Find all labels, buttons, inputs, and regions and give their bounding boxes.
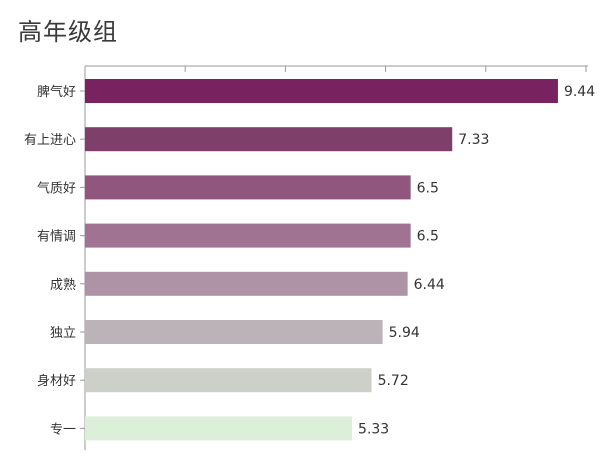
data-label: 6.5 xyxy=(417,229,439,245)
category-label: 身材好 xyxy=(37,373,76,389)
chart-title: 高年级组 xyxy=(18,18,118,46)
bar xyxy=(85,175,411,200)
bar xyxy=(85,416,353,441)
category-label: 有情调 xyxy=(37,230,76,245)
data-label: 5.33 xyxy=(358,421,389,437)
bar xyxy=(85,271,408,296)
category-label: 气质好 xyxy=(37,180,76,196)
data-label: 5.72 xyxy=(378,373,409,389)
bar xyxy=(85,320,383,344)
category-label: 有上进心 xyxy=(24,133,76,148)
bar xyxy=(85,127,453,152)
data-label: 5.94 xyxy=(389,325,420,341)
category-label: 成熟 xyxy=(50,277,76,293)
category-label: 脾气好 xyxy=(37,84,76,100)
bar xyxy=(85,79,558,103)
data-label: 6.44 xyxy=(414,277,445,293)
data-label: 6.5 xyxy=(417,180,439,196)
data-label: 9.44 xyxy=(564,84,595,100)
category-label: 独立 xyxy=(50,326,76,341)
bar xyxy=(85,223,411,248)
bar xyxy=(85,368,372,393)
data-label: 7.33 xyxy=(458,132,489,148)
category-label: 专一 xyxy=(50,422,76,437)
